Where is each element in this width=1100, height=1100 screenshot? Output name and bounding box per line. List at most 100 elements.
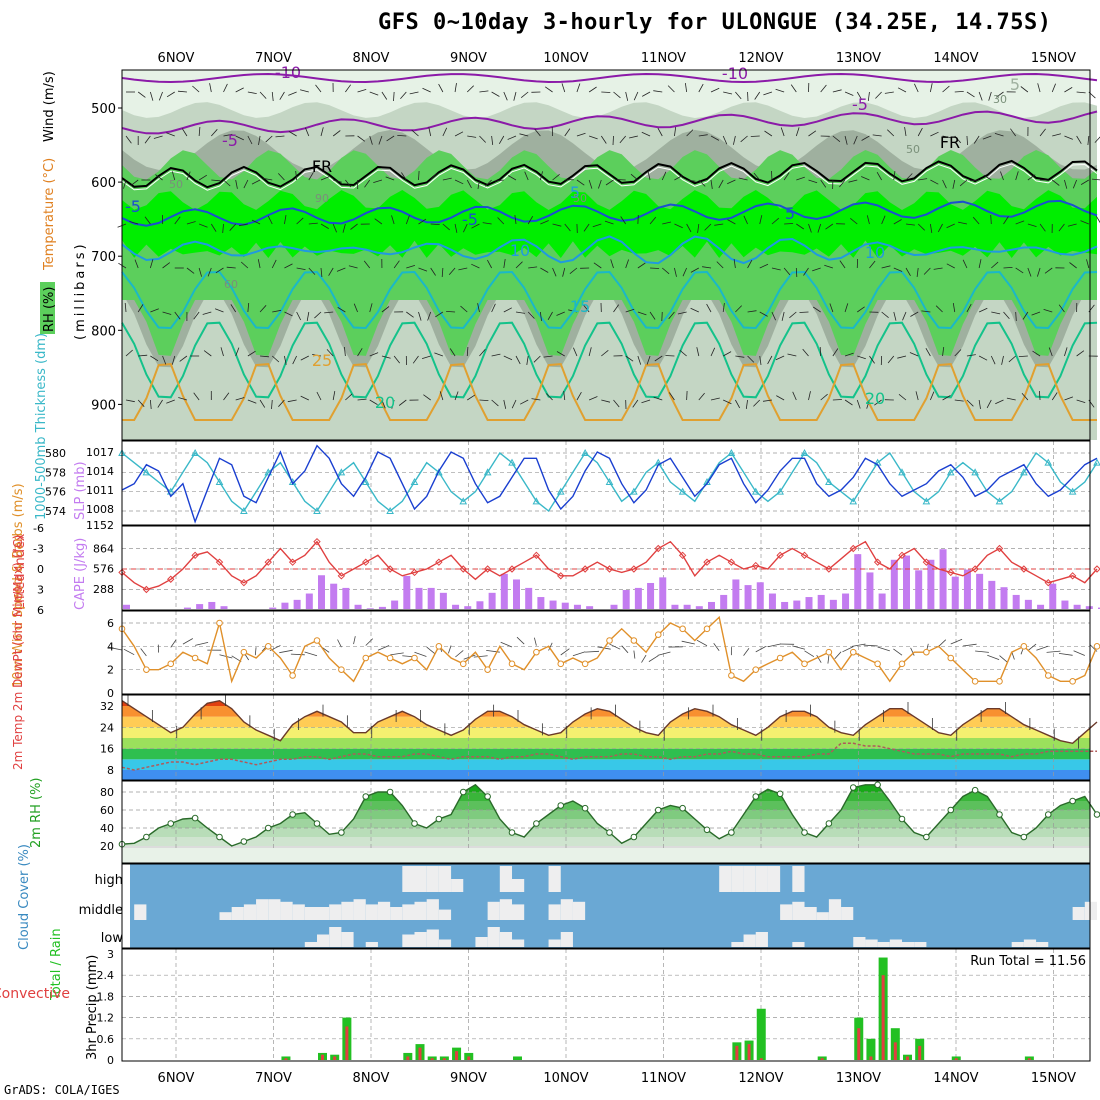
wind-barb — [893, 267, 903, 272]
cloud-cover-block — [231, 907, 244, 920]
wind-barb — [881, 311, 889, 319]
wind-barb — [179, 355, 188, 362]
lifted-index-line-marker — [800, 551, 809, 560]
wind-barb — [601, 349, 609, 357]
rh-shade-band — [122, 846, 1090, 848]
wind-barb — [418, 267, 428, 272]
wind-barb — [448, 267, 456, 276]
pressure-tick-label: 800 — [91, 324, 116, 339]
rh-line-marker — [898, 815, 906, 823]
rh-shade-band — [122, 828, 1090, 837]
wind-barb — [881, 215, 886, 225]
wind-barb — [223, 83, 228, 93]
cloud-cover-block — [317, 907, 330, 920]
wind-barb — [315, 84, 322, 93]
wind-barb — [149, 91, 154, 101]
rh-line-marker — [508, 829, 516, 836]
cape-bar — [878, 593, 886, 609]
wind-barb — [288, 91, 297, 96]
panel-frame — [121, 525, 1091, 611]
date-label-bottom: 13NOV — [836, 1071, 881, 1086]
wind-barb — [1064, 87, 1073, 93]
wind-barb — [345, 179, 352, 188]
wind-barb — [454, 83, 457, 93]
wind-barb — [1064, 396, 1074, 401]
cape-bar — [537, 597, 545, 609]
wind-barb — [1027, 223, 1037, 227]
wind-barb — [503, 307, 512, 313]
wind-barb — [966, 399, 974, 407]
rh-line-marker — [459, 788, 467, 796]
wind-barb — [747, 355, 755, 363]
wind-barb — [345, 393, 353, 401]
wind-barb — [223, 179, 231, 187]
wind-tick-label: 6 — [107, 617, 114, 630]
wind-barb-10m — [254, 647, 257, 656]
wind-barb — [438, 83, 444, 93]
lifted-index-line-marker — [995, 544, 1004, 553]
thickness-line-marker — [605, 477, 614, 485]
wind-barb — [1003, 267, 1013, 269]
wind-barb — [990, 355, 996, 365]
wind-barb — [1015, 311, 1017, 322]
wind-barb — [1027, 174, 1036, 181]
wind-barb — [808, 391, 811, 401]
temp-contour-label: -5 — [462, 210, 478, 229]
wind-barb — [363, 260, 371, 269]
cloud-cover-block — [548, 939, 561, 947]
lifted-index-line-marker — [727, 558, 736, 566]
wind-barb — [593, 262, 602, 269]
wind-barb — [844, 399, 853, 406]
rh-line-marker — [825, 820, 833, 827]
lifted-index-line-marker — [410, 568, 419, 577]
precip-convective-bar — [333, 1056, 337, 1060]
wind-barb — [696, 347, 700, 357]
rh-line-marker — [1093, 811, 1100, 818]
wind-barb — [406, 311, 414, 318]
panel-frame — [121, 780, 1091, 864]
wind-barb — [519, 133, 529, 137]
precip-convective-bar — [406, 1056, 410, 1060]
wind-barb — [466, 346, 469, 357]
wind-barb — [978, 91, 983, 101]
wind-barb — [780, 127, 785, 137]
cape-bar — [805, 597, 813, 609]
wind-barb — [463, 223, 468, 233]
lifted-index-line-marker — [288, 558, 297, 566]
rh-line-marker — [1069, 797, 1076, 805]
wind-barb-10m — [713, 643, 720, 651]
wind-barb — [653, 396, 663, 401]
cloud-cover-block — [792, 901, 805, 920]
wind-speed-line-marker — [435, 643, 443, 650]
lifted-index-line-marker — [337, 572, 346, 580]
wind-barb — [923, 267, 931, 275]
wind-barb — [207, 267, 212, 277]
wind-barb — [284, 355, 287, 365]
wind-barb — [491, 353, 501, 357]
wind-barb-10m — [975, 650, 989, 653]
wind-barb — [743, 215, 748, 225]
wind-barb-10m — [377, 645, 390, 651]
precip-convective-label: Convective — [0, 986, 70, 1002]
wind-barb — [511, 399, 517, 409]
rh-line-marker — [411, 820, 418, 827]
lifted-index-line-marker — [898, 551, 906, 560]
precip-convective-bar — [321, 1054, 324, 1060]
wind-barb — [1021, 392, 1029, 401]
wind-barb — [1052, 179, 1060, 186]
date-label-top: 11NOV — [641, 51, 686, 66]
wind-speed-line-marker — [484, 666, 491, 673]
cloud-cover-block — [365, 942, 378, 947]
wind-barb — [178, 397, 188, 401]
wind-barb — [978, 355, 988, 361]
wind-barb-10m — [1036, 645, 1049, 651]
wind-barb — [498, 135, 505, 145]
lifted-index-line-marker — [703, 558, 711, 566]
wind-barb — [418, 311, 422, 321]
wind-barb — [1037, 267, 1041, 277]
lifted-index-line-marker — [1020, 565, 1028, 573]
wind-barb-10m — [195, 642, 209, 646]
wind-barb — [247, 135, 253, 145]
wind-barb — [547, 311, 553, 320]
thickness-line-marker — [727, 448, 736, 456]
